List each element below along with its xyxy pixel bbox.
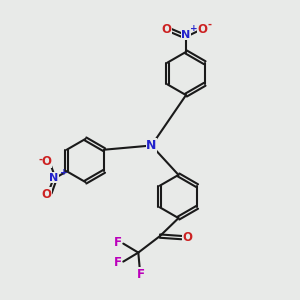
Text: O: O	[41, 188, 51, 201]
Text: -: -	[208, 20, 212, 30]
Text: -: -	[39, 155, 43, 165]
Text: O: O	[182, 231, 193, 244]
Text: +: +	[60, 168, 67, 177]
Text: F: F	[114, 256, 122, 269]
Text: O: O	[41, 155, 51, 168]
Text: F: F	[114, 236, 122, 250]
Text: O: O	[162, 22, 172, 36]
Text: N: N	[182, 29, 190, 40]
Text: F: F	[137, 268, 145, 281]
Text: O: O	[197, 22, 208, 36]
Text: N: N	[49, 173, 58, 183]
Text: +: +	[190, 24, 197, 33]
Text: N: N	[146, 139, 157, 152]
